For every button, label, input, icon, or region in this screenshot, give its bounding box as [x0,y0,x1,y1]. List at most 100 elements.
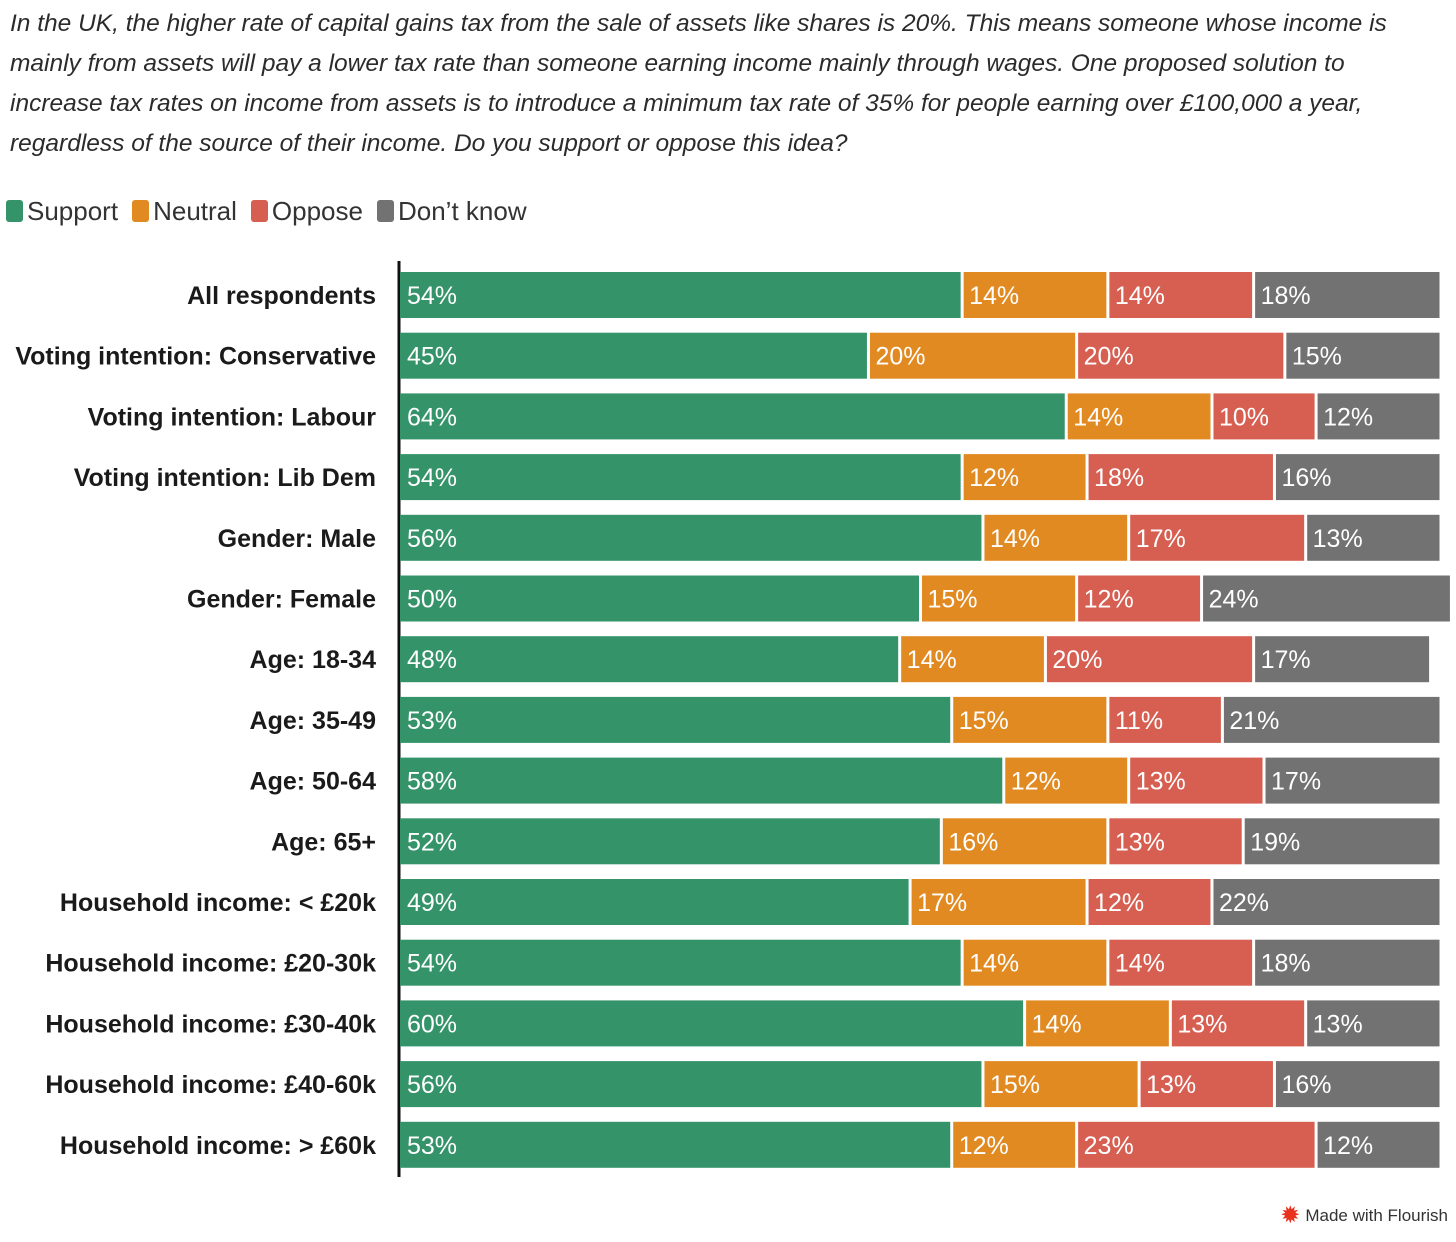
bar-segment-support[interactable] [400,939,961,986]
data-label-neutral: 20% [875,343,925,371]
made-with-flourish-badge[interactable]: ✹ Made with Flourish [1280,1204,1448,1228]
legend-label: Oppose [271,195,363,226]
bar-segment-oppose[interactable] [1140,1061,1273,1108]
bar-segment-don-t-know[interactable] [1286,332,1440,379]
bar-segment-don-t-know[interactable] [1213,879,1440,925]
bar-segment-don-t-know[interactable] [1275,1061,1440,1108]
data-label-don-t-know: 18% [1261,282,1311,310]
bar-segment-oppose[interactable] [1171,1000,1305,1047]
bar-segment-support[interactable] [400,1061,982,1108]
data-label-neutral: 14% [969,282,1019,310]
legend-item-oppose[interactable]: Oppose [250,195,363,227]
bar-segment-don-t-know[interactable] [1255,939,1440,986]
bar-segment-don-t-know[interactable] [1307,1000,1440,1047]
bar-segment-support[interactable] [400,818,940,865]
legend-item-don-t-know[interactable]: Don’t know [376,196,527,227]
category-label: Age: 35-49 [250,707,376,735]
bar-segment-oppose[interactable] [1088,454,1273,501]
bar-segment-don-t-know[interactable] [1307,514,1440,561]
data-label-don-t-know: 13% [1313,525,1363,553]
category-label: Gender: Female [187,586,376,614]
data-label-oppose: 13% [1115,828,1165,856]
bar-segment-neutral[interactable] [963,272,1107,318]
bar-segment-support[interactable] [400,514,982,561]
bar-segment-neutral[interactable] [911,879,1086,925]
bar-segment-neutral[interactable] [963,939,1107,986]
bar-segment-support[interactable] [400,879,909,925]
bar-segment-oppose[interactable] [1109,272,1253,318]
category-label: Age: 18-34 [250,646,377,674]
category-label: Voting intention: Conservative [15,343,376,371]
footer-label: Made with Flourish [1305,1206,1448,1225]
bar-segment-don-t-know[interactable] [1317,1121,1440,1168]
data-label-oppose: 14% [1115,950,1165,978]
bar-segment-don-t-know[interactable] [1223,696,1440,743]
data-label-don-t-know: 13% [1313,1010,1363,1038]
bar-segment-don-t-know[interactable] [1265,757,1440,804]
bar-segment-neutral[interactable] [901,636,1044,683]
bar-row-gender-male: Gender: Male 56% 14% 17% 13% [218,514,1440,561]
bar-segment-support[interactable] [400,272,961,318]
bar-segment-support[interactable] [400,1000,1024,1047]
bar-segment-oppose[interactable] [1088,879,1211,925]
bar-segment-neutral[interactable] [1026,1000,1169,1047]
bar-segment-don-t-know[interactable] [1275,454,1440,501]
bar-segment-neutral[interactable] [942,818,1107,865]
bar-segment-oppose[interactable] [1109,696,1221,743]
bar-segment-neutral[interactable] [953,696,1107,743]
bar-segment-oppose[interactable] [1046,636,1253,683]
stacked-bar-chart: All respondents 54% 14% 14% 18%Voting intent… [15,261,1450,1177]
data-label-oppose: 20% [1052,646,1102,674]
bar-segment-neutral[interactable] [984,1061,1138,1108]
bar-segment-oppose[interactable] [1109,818,1242,865]
bar-segment-neutral[interactable] [953,1121,1076,1168]
bar-segment-oppose[interactable] [1078,332,1284,379]
legend-swatch [6,200,23,222]
legend: Support Neutral Oppose Don’t know [6,194,527,228]
bar-segment-don-t-know[interactable] [1203,575,1450,622]
data-label-don-t-know: 17% [1261,646,1311,674]
bar-segment-oppose[interactable] [1130,757,1263,804]
bar-row-voting-intention-conservative: Voting intention: Conservative 45% 20% 20% 1… [15,332,1440,379]
bar-segment-don-t-know[interactable] [1255,272,1440,318]
bar-segment-support[interactable] [400,454,961,501]
bar-segment-support[interactable] [400,575,919,622]
bar-segment-support[interactable] [400,636,899,683]
bar-segment-don-t-know[interactable] [1244,818,1440,865]
bar-segment-neutral[interactable] [984,514,1128,561]
bar-segment-neutral[interactable] [963,454,1086,501]
data-label-oppose: 13% [1177,1010,1227,1038]
data-label-support: 54% [407,950,457,978]
bar-segment-oppose[interactable] [1078,575,1201,622]
bar-segment-don-t-know[interactable] [1255,636,1430,683]
bar-segment-don-t-know[interactable] [1317,393,1440,440]
bar-segment-neutral[interactable] [922,575,1076,622]
bar-segment-neutral[interactable] [869,332,1076,379]
bar-segment-oppose[interactable] [1109,939,1253,986]
bar-segment-oppose[interactable] [1213,393,1315,440]
bar-row-household-income-60k: Household income: > £60k 53% 12% 23% 12% [60,1121,1440,1168]
bar-segment-support[interactable] [400,696,951,743]
data-label-support: 45% [407,343,457,371]
bar-segment-neutral[interactable] [1005,757,1128,804]
bar-segment-support[interactable] [400,393,1065,440]
bar-segment-oppose[interactable] [1078,1121,1315,1168]
data-label-oppose: 12% [1094,889,1144,917]
data-label-don-t-know: 15% [1292,343,1342,371]
legend-item-support[interactable]: Support [6,196,118,227]
data-label-neutral: 12% [1011,768,1061,796]
data-label-oppose: 13% [1136,768,1186,796]
bar-segment-support[interactable] [400,1121,951,1168]
bar-segment-support[interactable] [400,332,867,379]
data-label-support: 60% [407,1010,457,1038]
data-label-support: 48% [407,646,457,674]
flourish-star-icon: ✹ [1280,1202,1301,1229]
data-label-neutral: 12% [969,464,1019,492]
legend-item-neutral[interactable]: Neutral [132,196,237,227]
bar-row-household-income-40-60k: Household income: £40-60k 56% 15% 13% 16% [45,1061,1440,1108]
bar-segment-support[interactable] [400,757,1003,804]
bar-segment-neutral[interactable] [1067,393,1211,440]
bar-segment-oppose[interactable] [1130,514,1305,561]
data-label-oppose: 14% [1115,282,1165,310]
category-label: Voting intention: Lib Dem [74,464,376,492]
